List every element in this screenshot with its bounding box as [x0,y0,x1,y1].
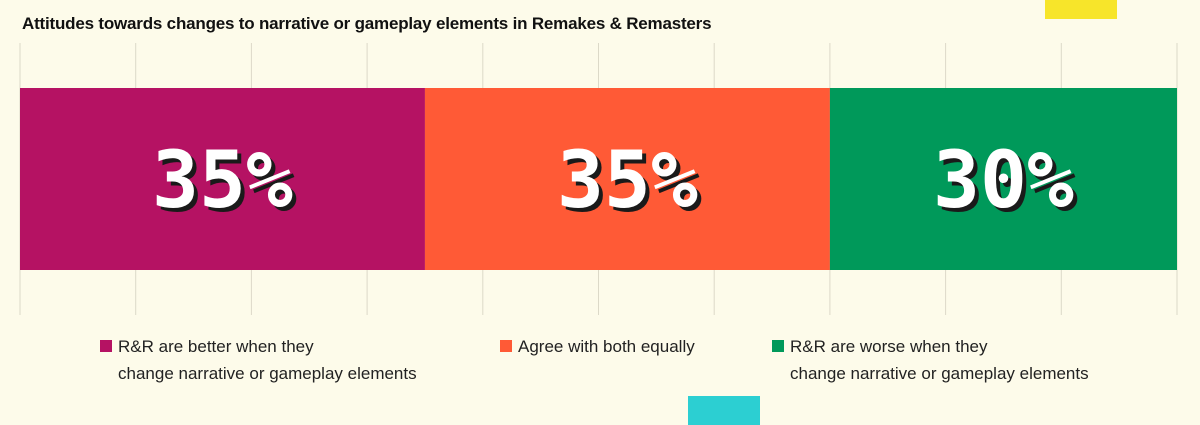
value-labels: 35%35% 35%35% 30%30% [152,136,1078,230]
chart-title: Attitudes towards changes to narrative o… [22,14,712,33]
legend-label-worse-line1: R&R are worse when they [790,337,988,356]
bar-segments [20,88,1177,270]
legend-label-worse-line2: change narrative or gameplay elements [790,364,1089,383]
decorative-yellow-block [1045,0,1117,19]
value-label-worse: 30% [933,136,1074,226]
value-label-shadow-worse: 30% [937,140,1078,230]
legend-label-better-line2: change narrative or gameplay elements [118,364,417,383]
legend-swatch-worse [772,340,784,352]
bar-segment-both [424,88,830,270]
legend-item-worse: R&R are worse when they change narrative… [772,333,1172,387]
value-label-shadow-better: 35% [156,140,297,230]
bar-segment-better [20,88,425,270]
legend-item-both: Agree with both equally [500,333,760,360]
legend-swatch-both [500,340,512,352]
legend-swatch-better [100,340,112,352]
bar-segment-worse [829,88,1177,270]
decorative-cyan-block [688,396,760,425]
value-label-shadow-both: 35% [561,140,702,230]
value-label-better: 35% [152,136,293,226]
legend-label-better-line1: R&R are better when they [118,337,314,356]
legend-label-both-line1: Agree with both equally [518,337,695,356]
value-label-both: 35% [557,136,698,226]
legend-item-better: R&R are better when they change narrativ… [100,333,480,387]
